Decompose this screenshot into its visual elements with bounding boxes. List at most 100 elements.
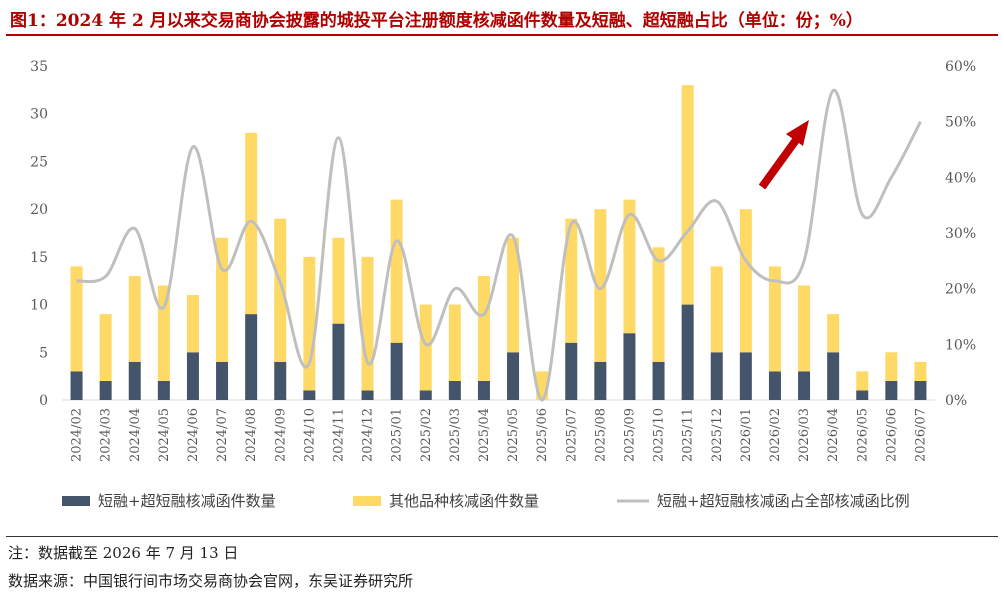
bar-short-term [739, 352, 752, 400]
bar-short-term [827, 352, 840, 400]
bar-other [128, 275, 141, 362]
y-right-tick-label: 0% [945, 393, 967, 409]
legend-label: 其他品种核减函件数量 [389, 492, 539, 510]
bar-short-term [681, 304, 694, 400]
x-tick-label: 2024/09 [273, 408, 288, 462]
bar-short-term [885, 380, 898, 400]
bar-short-term [332, 323, 345, 400]
bar-other [303, 256, 316, 391]
x-tick-label: 2025/10 [652, 408, 667, 462]
x-tick-label: 2026/07 [913, 408, 928, 462]
legend-label: 短融+超短融核减函占全部核减函比例 [657, 492, 910, 510]
bar-other [681, 85, 694, 305]
y-left-tick-label: 0 [39, 393, 48, 409]
bar-short-term [623, 333, 636, 400]
x-tick-label: 2026/05 [855, 408, 870, 462]
bar-other [361, 256, 374, 391]
x-tick-label: 2024/03 [99, 408, 114, 462]
bar-other [274, 218, 287, 362]
bar-other [390, 199, 403, 343]
x-tick-label: 2026/06 [884, 408, 899, 462]
chart: 0 5 10 15 20 25 30 35 0% 10% 20% 30% 40% 50% 60% 2024/0… [30, 59, 976, 510]
bar-other [914, 361, 927, 381]
bar-other [856, 371, 869, 391]
bar-other [99, 314, 112, 381]
bar-other [623, 199, 636, 334]
bar-short-term [477, 380, 490, 400]
x-tick-label: 2025/08 [593, 408, 608, 462]
bar-short-term [914, 380, 927, 400]
x-tick-label: 2024/08 [244, 408, 259, 462]
bar-other [477, 275, 490, 381]
arrow-shaft [758, 137, 800, 190]
x-tick-label: 2024/02 [70, 408, 85, 462]
bar-short-term [419, 390, 432, 400]
x-tick-label: 2025/11 [681, 408, 696, 462]
x-tick-label: 2025/03 [448, 408, 463, 462]
footnote: 注：数据截至 2026 年 7 月 13 日 [8, 544, 239, 562]
bar-short-term [798, 371, 811, 400]
bar-short-term [303, 390, 316, 400]
x-tick-label: 2024/12 [361, 408, 376, 462]
bar-other [739, 209, 752, 353]
x-tick-label: 2024/06 [186, 408, 201, 462]
bar-short-term [594, 361, 607, 400]
bar-other [652, 247, 665, 362]
y-right-tick-label: 50% [945, 115, 976, 131]
bar-short-term [390, 342, 403, 400]
x-tick-label: 2024/05 [157, 408, 172, 462]
bar-short-term [710, 352, 723, 400]
bar-other [710, 266, 723, 353]
bar-other [448, 304, 461, 381]
bar-short-term [856, 390, 869, 400]
ratio-line-path [76, 88, 922, 402]
bar-short-term [128, 361, 141, 400]
y-left-tick-label: 10 [30, 298, 48, 314]
bar-other [798, 285, 811, 372]
y-left-tick-label: 5 [39, 345, 48, 361]
bar-short-term [186, 352, 199, 400]
bar-short-term [652, 361, 665, 400]
y-right-tick-label: 60% [945, 59, 976, 75]
x-tick-label: 2025/02 [419, 408, 434, 462]
x-tick-label: 2025/12 [710, 408, 725, 462]
y-right-tick-label: 40% [945, 170, 976, 186]
y-left-tick-label: 30 [30, 107, 48, 123]
bar-short-term [70, 371, 83, 400]
x-tick-label: 2025/09 [622, 408, 637, 462]
legend-swatch [62, 496, 90, 506]
bar-other [768, 266, 781, 372]
x-tick-label: 2026/04 [826, 408, 841, 462]
bar-other [594, 209, 607, 362]
x-tick-label: 2024/07 [215, 408, 230, 462]
title-rule [6, 34, 998, 36]
y-left-tick-label: 15 [30, 250, 48, 266]
bar-other [216, 237, 229, 362]
trend-arrow [758, 120, 809, 190]
x-tick-label: 2025/04 [477, 408, 492, 462]
y-right-tick-label: 10% [945, 337, 976, 353]
ratio-line [76, 88, 922, 402]
bar-short-term [361, 390, 374, 400]
y-left-tick-label: 25 [30, 154, 48, 170]
x-tick-label: 2026/01 [739, 408, 754, 462]
bar-short-term [99, 380, 112, 400]
bar-short-term [274, 361, 287, 400]
legend-label: 短融+超短融核减函件数量 [98, 492, 276, 510]
bar-short-term [216, 361, 229, 400]
chart-title: 图1：2024 年 2 月以来交易商协会披露的城投平台注册额度核减函件数量及短融… [10, 11, 863, 31]
source-note: 数据来源：中国银行间市场交易商协会官网，东吴证券研究所 [8, 572, 414, 590]
x-tick-label: 2025/01 [390, 408, 405, 462]
bar-short-term [565, 342, 578, 400]
bar-short-term [768, 371, 781, 400]
bar-other [827, 314, 840, 353]
y-left-tick-label: 35 [30, 59, 48, 75]
x-tick-label: 2025/05 [506, 408, 521, 462]
x-tick-label: 2024/10 [302, 408, 317, 462]
x-tick-label: 2025/07 [564, 408, 579, 462]
y-left-tick-label: 20 [30, 202, 48, 218]
bar-short-term [245, 314, 258, 400]
axes: 0 5 10 15 20 25 30 35 0% 10% 20% 30% 40% 50% 60% 2024/0… [30, 59, 976, 462]
footer-rule [6, 536, 998, 537]
legend: 短融+超短融核减函件数量 其他品种核减函件数量 短融+超短融核减函占全部核减函比例 [62, 492, 910, 510]
